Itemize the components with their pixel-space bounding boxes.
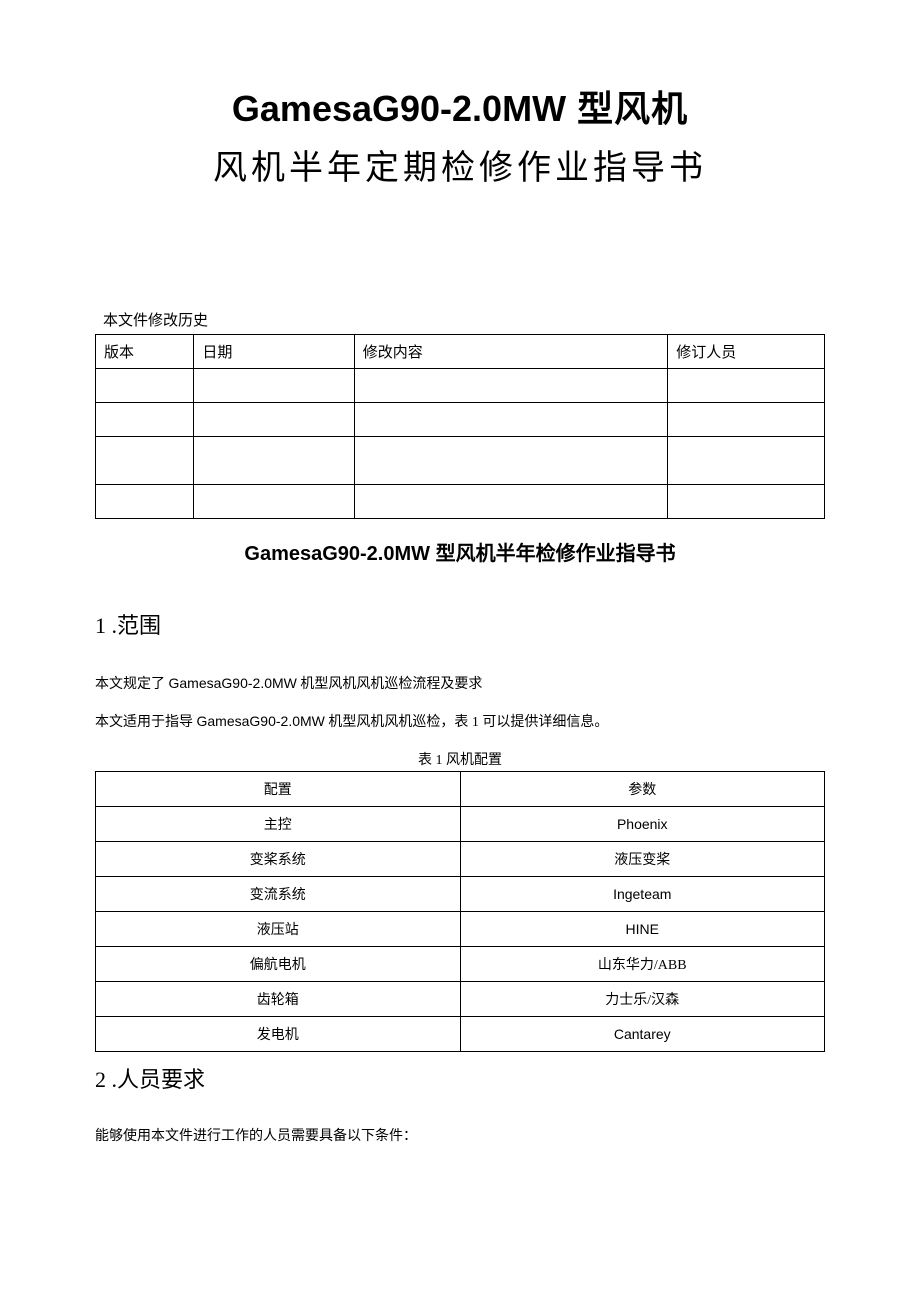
table-row: [96, 485, 825, 519]
col-changes: 修改内容: [354, 335, 667, 369]
cell-key: 变桨系统: [96, 841, 461, 876]
cell-value: HINE: [460, 911, 825, 946]
cell-value: 液压变桨: [460, 841, 825, 876]
cell: [96, 369, 194, 403]
cell: [354, 485, 667, 519]
config-table: 配置 参数 主控 Phoenix 变桨系统 液压变桨 变流系统 Ingeteam…: [95, 771, 825, 1052]
section-2-para-1: 能够使用本文件进行工作的人员需要具备以下条件：: [95, 1126, 825, 1148]
text: 机型风机风机巡检流程及要求: [297, 677, 483, 692]
subtitle-cn: 型风机半年检修作业指导书: [430, 543, 676, 565]
cell-value: Ingeteam: [460, 876, 825, 911]
table-row: 主控 Phoenix: [96, 806, 825, 841]
section-1-para-1: 本文规定了 GamesaG90-2.0MW 机型风机风机巡检流程及要求: [95, 672, 825, 696]
col-param: 参数: [460, 771, 825, 806]
section-2-heading: 2 .人员要求: [95, 1062, 825, 1094]
cell: [354, 437, 667, 485]
title-line-1: GamesaG90-2.0MW 型风机: [95, 80, 825, 132]
text-latin: GamesaG90-2.0MW: [169, 675, 297, 691]
cell: [194, 403, 354, 437]
text: 本文适用于指导: [95, 715, 197, 730]
cell-key: 齿轮箱: [96, 981, 461, 1016]
title-line-2: 风机半年定期检修作业指导书: [95, 140, 825, 189]
cell: [354, 369, 667, 403]
cell: [96, 437, 194, 485]
cell-value: 力士乐/汉森: [460, 981, 825, 1016]
table-header-row: 版本 日期 修改内容 修订人员: [96, 335, 825, 369]
cell-value: 山东华力/ABB: [460, 946, 825, 981]
document-subtitle: GamesaG90-2.0MW 型风机半年检修作业指导书: [95, 537, 825, 566]
col-config: 配置: [96, 771, 461, 806]
title-latin: GamesaG90-2.0MW: [232, 88, 566, 129]
revision-history-label: 本文件修改历史: [103, 309, 825, 330]
table-row: 变流系统 Ingeteam: [96, 876, 825, 911]
document-title-block: GamesaG90-2.0MW 型风机 风机半年定期检修作业指导书: [95, 80, 825, 189]
config-table-caption: 表 1 风机配置: [95, 749, 825, 769]
section-1-para-2: 本文适用于指导 GamesaG90-2.0MW 机型风机风机巡检，表 1 可以提…: [95, 710, 825, 734]
table-row: 液压站 HINE: [96, 911, 825, 946]
cell-key: 偏航电机: [96, 946, 461, 981]
cell: [96, 403, 194, 437]
cell-key: 变流系统: [96, 876, 461, 911]
cell: [96, 485, 194, 519]
cell: [194, 485, 354, 519]
table-header-row: 配置 参数: [96, 771, 825, 806]
cell-value: Cantarey: [460, 1016, 825, 1051]
cell: [668, 485, 825, 519]
cell: [194, 437, 354, 485]
col-reviser: 修订人员: [668, 335, 825, 369]
table-row: [96, 437, 825, 485]
table-row: 发电机 Cantarey: [96, 1016, 825, 1051]
table-row: [96, 403, 825, 437]
section-1-heading: 1 .范围: [95, 608, 825, 640]
table-row: 齿轮箱 力士乐/汉森: [96, 981, 825, 1016]
cell-key: 液压站: [96, 911, 461, 946]
cell-value: Phoenix: [460, 806, 825, 841]
cell: [668, 403, 825, 437]
table-row: 变桨系统 液压变桨: [96, 841, 825, 876]
table-row: [96, 369, 825, 403]
text: 本文规定了: [95, 677, 169, 692]
cell-key: 主控: [96, 806, 461, 841]
cell: [668, 437, 825, 485]
table-row: 偏航电机 山东华力/ABB: [96, 946, 825, 981]
text-latin: GamesaG90-2.0MW: [197, 713, 325, 729]
title-cn-suffix: 型风机: [566, 88, 688, 129]
text: 机型风机风机巡检，表 1 可以提供详细信息。: [325, 715, 609, 730]
col-version: 版本: [96, 335, 194, 369]
subtitle-latin: GamesaG90-2.0MW: [244, 543, 430, 565]
cell-key: 发电机: [96, 1016, 461, 1051]
cell: [668, 369, 825, 403]
col-date: 日期: [194, 335, 354, 369]
cell: [194, 369, 354, 403]
cell: [354, 403, 667, 437]
revision-history-table: 版本 日期 修改内容 修订人员: [95, 334, 825, 519]
